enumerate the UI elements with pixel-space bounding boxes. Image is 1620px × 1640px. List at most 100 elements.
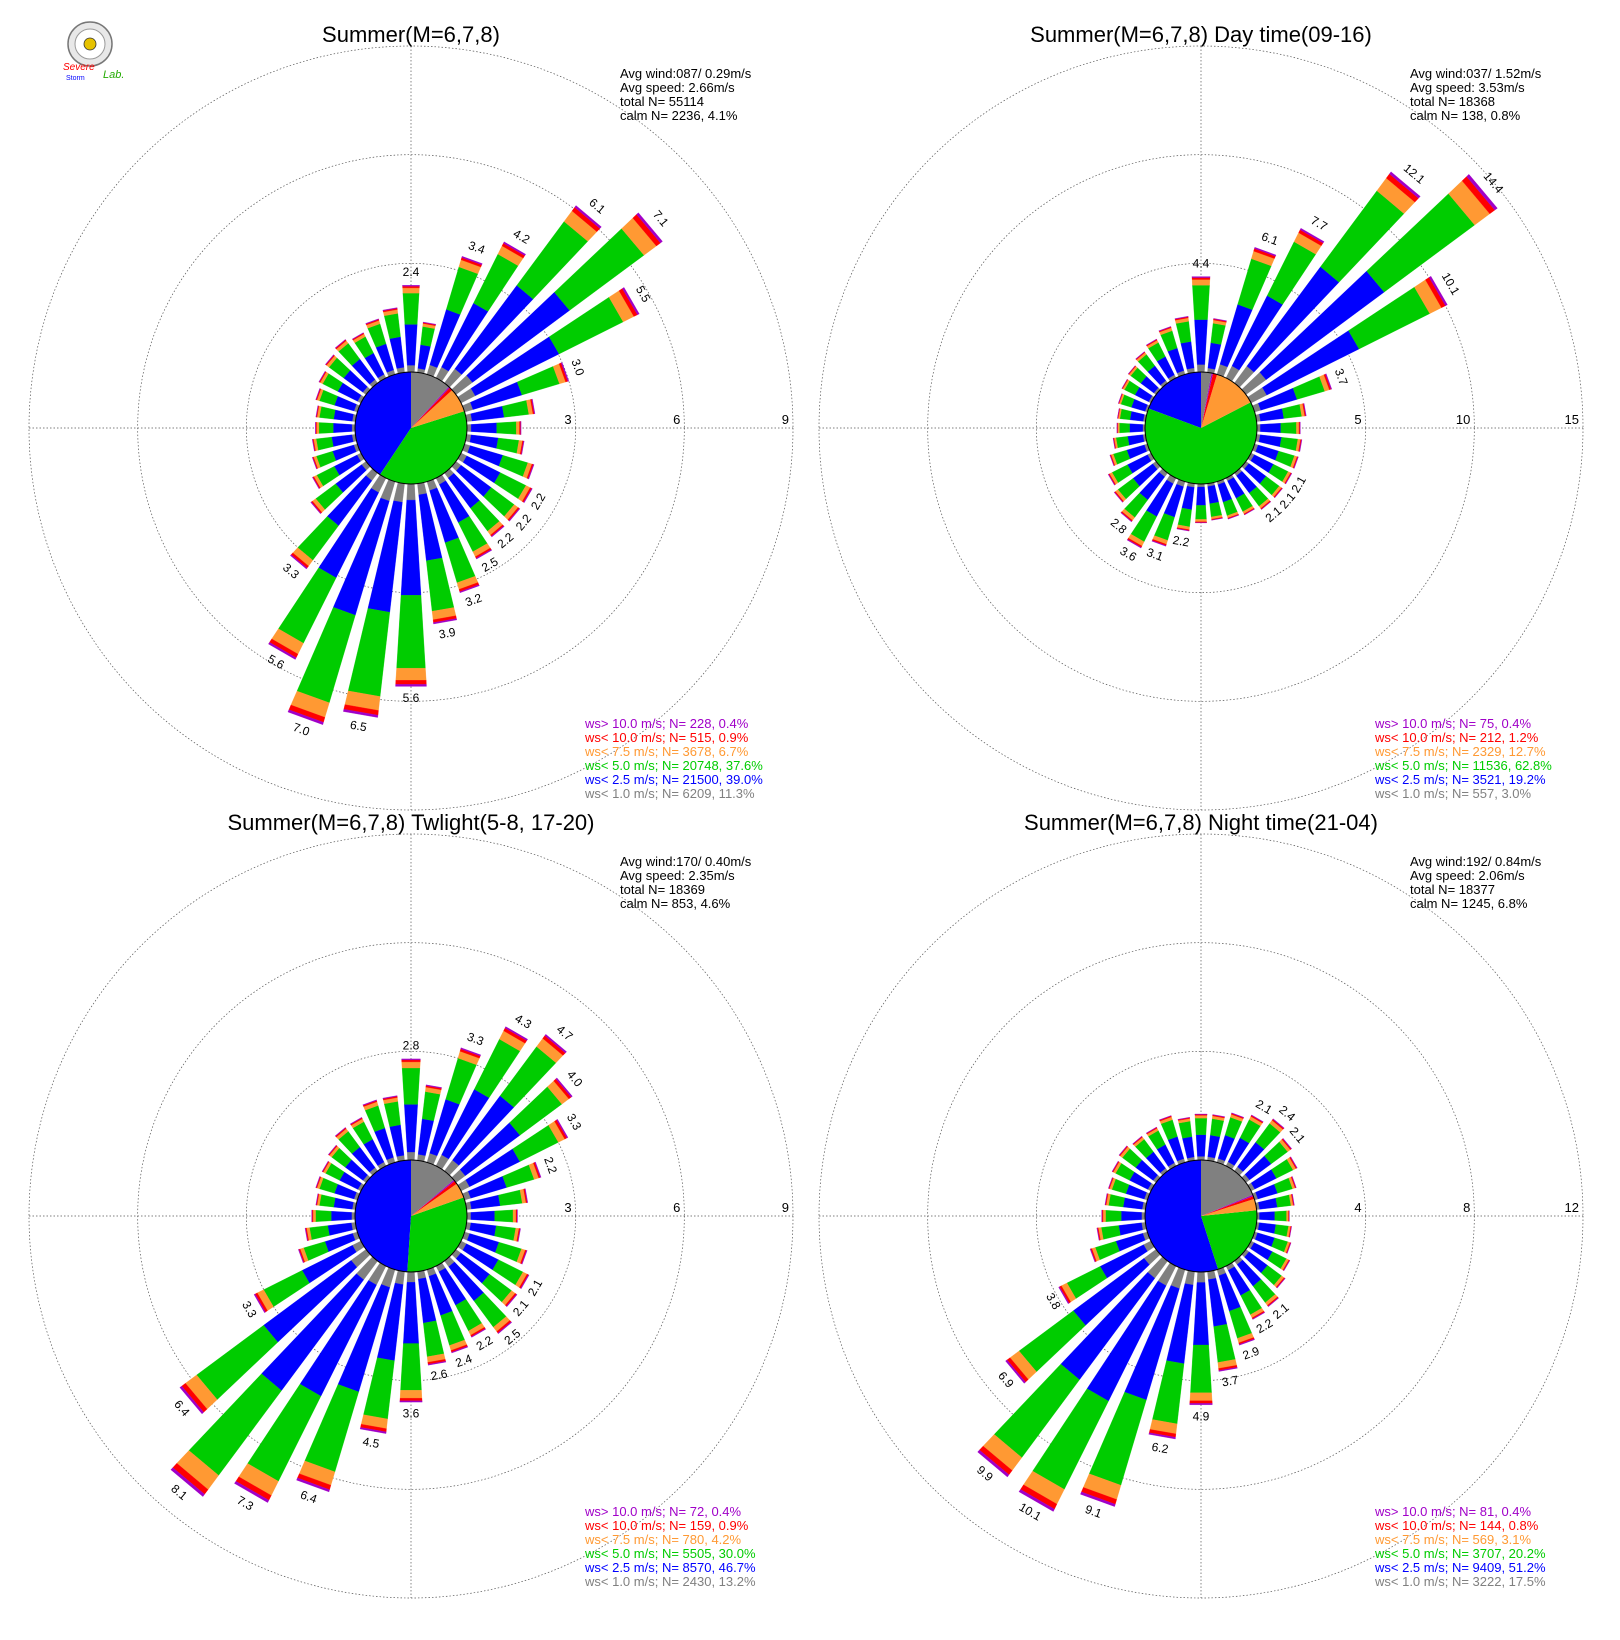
bar-seg-0 xyxy=(406,1271,416,1283)
bar-seg-5 xyxy=(296,1477,330,1493)
bar-dir-70 xyxy=(462,362,569,413)
bar-dir-170 xyxy=(417,482,457,625)
bar-seg-5 xyxy=(1176,528,1190,532)
bar-seg-1 xyxy=(1207,342,1222,370)
bar-label: 3.0 xyxy=(568,357,587,378)
bar-seg-5 xyxy=(1283,1260,1291,1271)
bar-seg-5 xyxy=(1293,456,1299,469)
bar-seg-2 xyxy=(364,1105,385,1132)
legend-entry: ws> 10.0 m/s; N= 75, 0.4% xyxy=(1374,716,1532,731)
calm-pie-slice xyxy=(411,386,450,428)
panel-title: Summer(M=6,7,8) Twlight(5-8, 17-20) xyxy=(227,810,594,835)
bar-label: 5.6 xyxy=(265,652,287,673)
bar-dir-40 xyxy=(444,205,602,388)
bar-seg-5 xyxy=(504,1026,528,1041)
bar-seg-5 xyxy=(524,1188,528,1203)
bar-label: 2.1 xyxy=(1270,1300,1292,1322)
ring-9 xyxy=(28,833,794,1599)
bar-seg-5 xyxy=(401,1058,421,1061)
bar-seg-0 xyxy=(1184,1270,1195,1286)
bar-dir-300 xyxy=(321,1161,365,1192)
bar-dir-330 xyxy=(1146,338,1177,382)
ring-6 xyxy=(137,154,685,702)
ring-label: 9 xyxy=(782,1200,789,1215)
bar-label: 2.2 xyxy=(1254,1316,1276,1337)
bar-dir-280 xyxy=(1117,408,1147,422)
bar-dir-110 xyxy=(462,1231,528,1265)
bar-seg-5 xyxy=(425,1084,442,1089)
bar-seg-5 xyxy=(312,476,320,490)
bar-seg-2 xyxy=(502,400,530,418)
bar-dir-310 xyxy=(325,354,371,395)
ring-label: 6 xyxy=(673,412,680,427)
bar-dir-210 xyxy=(268,474,387,660)
info-avg_wind: Avg wind:192/ 0.84m/s xyxy=(1410,854,1542,869)
bar-seg-2 xyxy=(1190,1344,1212,1393)
bar-dir-60 xyxy=(1247,275,1448,404)
bar-seg-5 xyxy=(170,1467,205,1497)
bar-label: 2.8 xyxy=(403,1039,420,1053)
logo-text-storm: Storm xyxy=(66,75,85,82)
bar-dir-130 xyxy=(451,1249,518,1308)
bar-seg-3 xyxy=(316,422,320,434)
bar-seg-3 xyxy=(516,421,520,435)
bar-seg-2 xyxy=(1229,1306,1253,1339)
bar-seg-5 xyxy=(1212,1114,1225,1118)
bar-seg-5 xyxy=(1104,1193,1108,1206)
bar-seg-2 xyxy=(1195,505,1207,520)
bar-seg-2 xyxy=(1119,408,1132,420)
bar-label: 2.8 xyxy=(1108,515,1130,537)
bar-dir-300 xyxy=(1111,1161,1155,1192)
calm-pie-slice xyxy=(411,390,465,428)
calm-pie xyxy=(354,1159,468,1273)
bar-seg-1 xyxy=(470,1194,501,1210)
bar-dir-150 xyxy=(435,474,493,560)
bar-dir-70 xyxy=(1252,1176,1297,1201)
bar-seg-2 xyxy=(319,406,336,420)
bar-seg-5 xyxy=(528,464,535,480)
bar-seg-5 xyxy=(531,398,536,414)
bar-seg-5 xyxy=(1127,365,1136,375)
bar-seg-5 xyxy=(521,440,525,455)
bar-seg-5 xyxy=(382,307,398,311)
bar-dir-60 xyxy=(457,287,640,404)
bar-seg-5 xyxy=(1120,512,1133,523)
bar-seg-5 xyxy=(1244,508,1255,516)
bar-dir-330 xyxy=(349,1117,387,1170)
bar-seg-2 xyxy=(498,455,529,477)
bar-seg-2 xyxy=(1101,1225,1121,1240)
bar-dir-80 xyxy=(465,398,536,422)
bar-seg-5 xyxy=(422,321,436,325)
bar-dir-70 xyxy=(462,1161,542,1201)
ring-label: 6 xyxy=(673,1200,680,1215)
ring-label: 3 xyxy=(564,1200,571,1215)
bar-seg-4 xyxy=(399,1398,423,1401)
ring-15 xyxy=(818,45,1584,811)
bar-dir-60 xyxy=(457,1119,569,1192)
bar-seg-2 xyxy=(1210,323,1226,345)
info-total: total N= 18368 xyxy=(1410,94,1495,109)
legend-entry: ws< 1.0 m/s; N= 6209, 11.3% xyxy=(584,786,755,801)
bar-seg-5 xyxy=(1107,474,1115,486)
bar-seg-2 xyxy=(1282,404,1302,419)
ring-8 xyxy=(927,942,1475,1490)
bar-dir-310 xyxy=(1127,365,1161,395)
bar-seg-5 xyxy=(1132,1135,1143,1145)
bar-label: 6.4 xyxy=(298,1488,319,1507)
bar-seg-2 xyxy=(315,1210,332,1222)
bar-seg-1 xyxy=(331,434,354,447)
bar-seg-1 xyxy=(1193,1282,1209,1346)
bar-dir-270 xyxy=(1101,1209,1146,1223)
bar-dir-170 xyxy=(1207,1270,1238,1372)
bar-label: 14.4 xyxy=(1481,169,1507,196)
bar-seg-2 xyxy=(1177,507,1192,528)
bar-seg-5 xyxy=(1299,227,1325,244)
legend-entry: ws< 10.0 m/s; N= 144, 0.8% xyxy=(1374,1518,1539,1533)
calm-pie-slice xyxy=(411,387,453,428)
bar-seg-2 xyxy=(1115,436,1130,449)
bar-seg-2 xyxy=(348,608,390,697)
bar-seg-5 xyxy=(334,1127,346,1137)
bar-seg-1 xyxy=(400,499,422,596)
bar-label: 6.1 xyxy=(1260,229,1281,248)
bar-seg-5 xyxy=(1267,1297,1279,1308)
